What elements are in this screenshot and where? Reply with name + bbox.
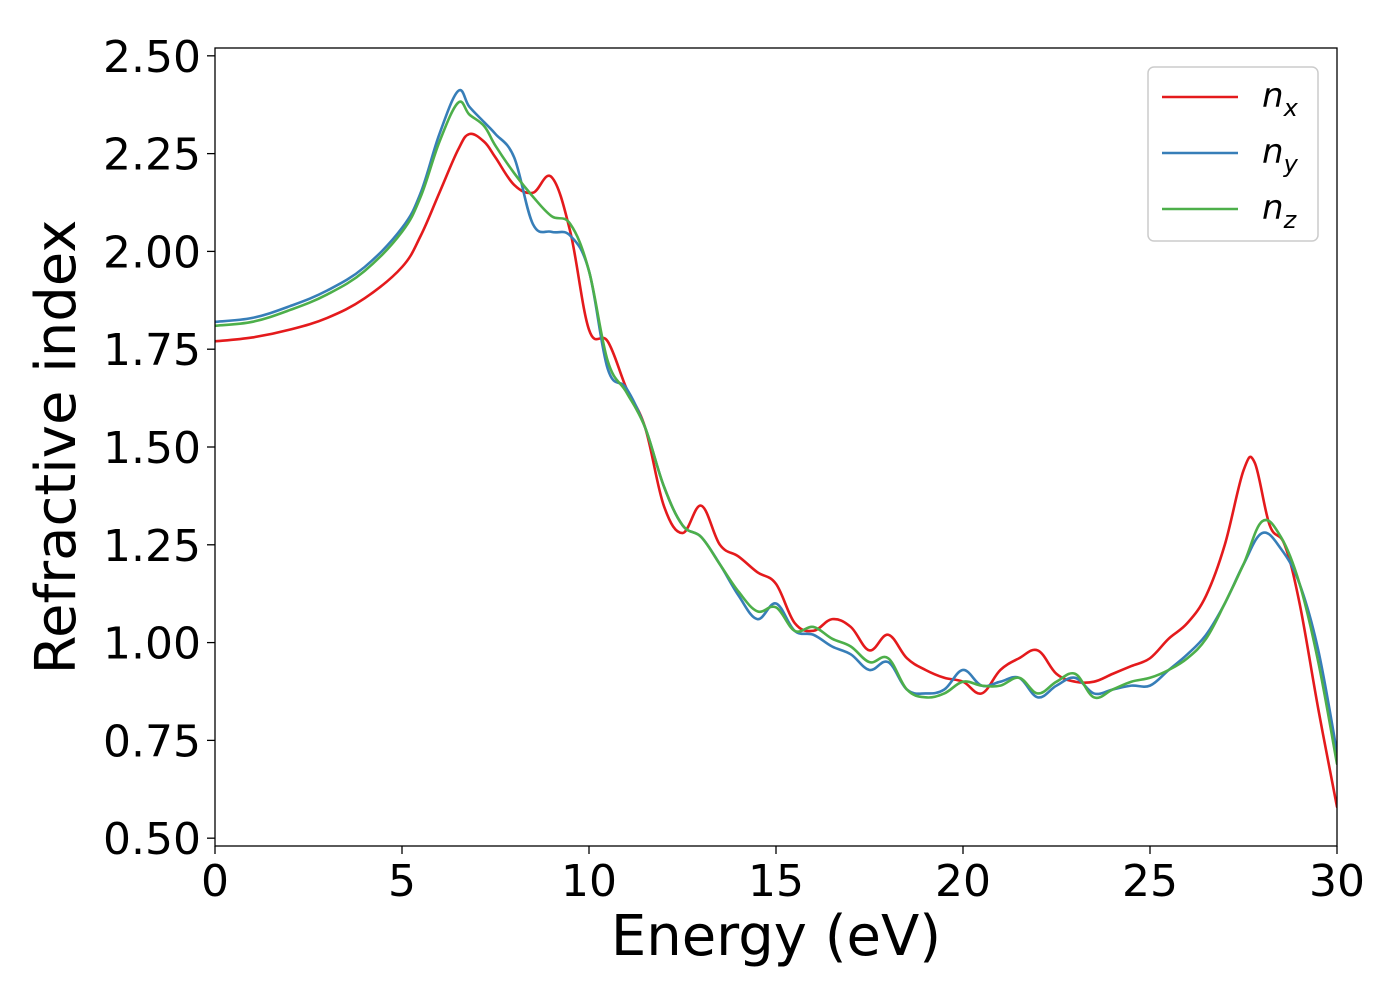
y-tick-label: 2.25	[103, 130, 201, 181]
legend-label-symbol: n	[1262, 132, 1284, 172]
legend-label-nz: nz	[1262, 188, 1298, 234]
x-tick-label: 0	[201, 856, 229, 907]
legend-label-symbol: n	[1262, 188, 1284, 228]
y-tick-label: 1.75	[103, 325, 201, 376]
x-tick-label: 25	[1122, 856, 1178, 907]
y-tick-label: 2.00	[103, 227, 201, 278]
series-line-nz	[215, 100, 1337, 766]
y-axis-ticks: 0.50 0.75 1.00 1.25 1.50 1.75 2.00 2.25 2.50	[103, 32, 215, 865]
legend-label-nx: nx	[1262, 76, 1299, 122]
x-axis-label: Energy (eV)	[611, 904, 941, 969]
y-tick-label: 0.75	[103, 716, 201, 767]
x-axis-ticks: 0 5 10 15 20 25 30	[201, 846, 1365, 907]
x-tick-label: 5	[388, 856, 416, 907]
x-tick-label: 10	[561, 856, 617, 907]
x-tick-label: 30	[1309, 856, 1365, 907]
y-tick-label: 0.50	[103, 814, 201, 865]
y-axis-label: Refractive index	[24, 220, 89, 675]
legend-label-ny: ny	[1262, 132, 1299, 178]
y-tick-label: 1.50	[103, 423, 201, 474]
x-tick-label: 20	[935, 856, 991, 907]
legend-label-subscript: z	[1283, 206, 1298, 234]
legend-label-subscript: x	[1283, 94, 1299, 122]
y-tick-label: 1.25	[103, 521, 201, 572]
series-line-nx	[215, 132, 1337, 809]
x-tick-label: 15	[748, 856, 804, 907]
legend-label-subscript: y	[1283, 150, 1299, 178]
legend-label-symbol: n	[1262, 76, 1284, 116]
y-tick-label: 2.50	[103, 32, 201, 83]
series-layer	[215, 88, 1337, 809]
y-tick-label: 1.00	[103, 619, 201, 670]
